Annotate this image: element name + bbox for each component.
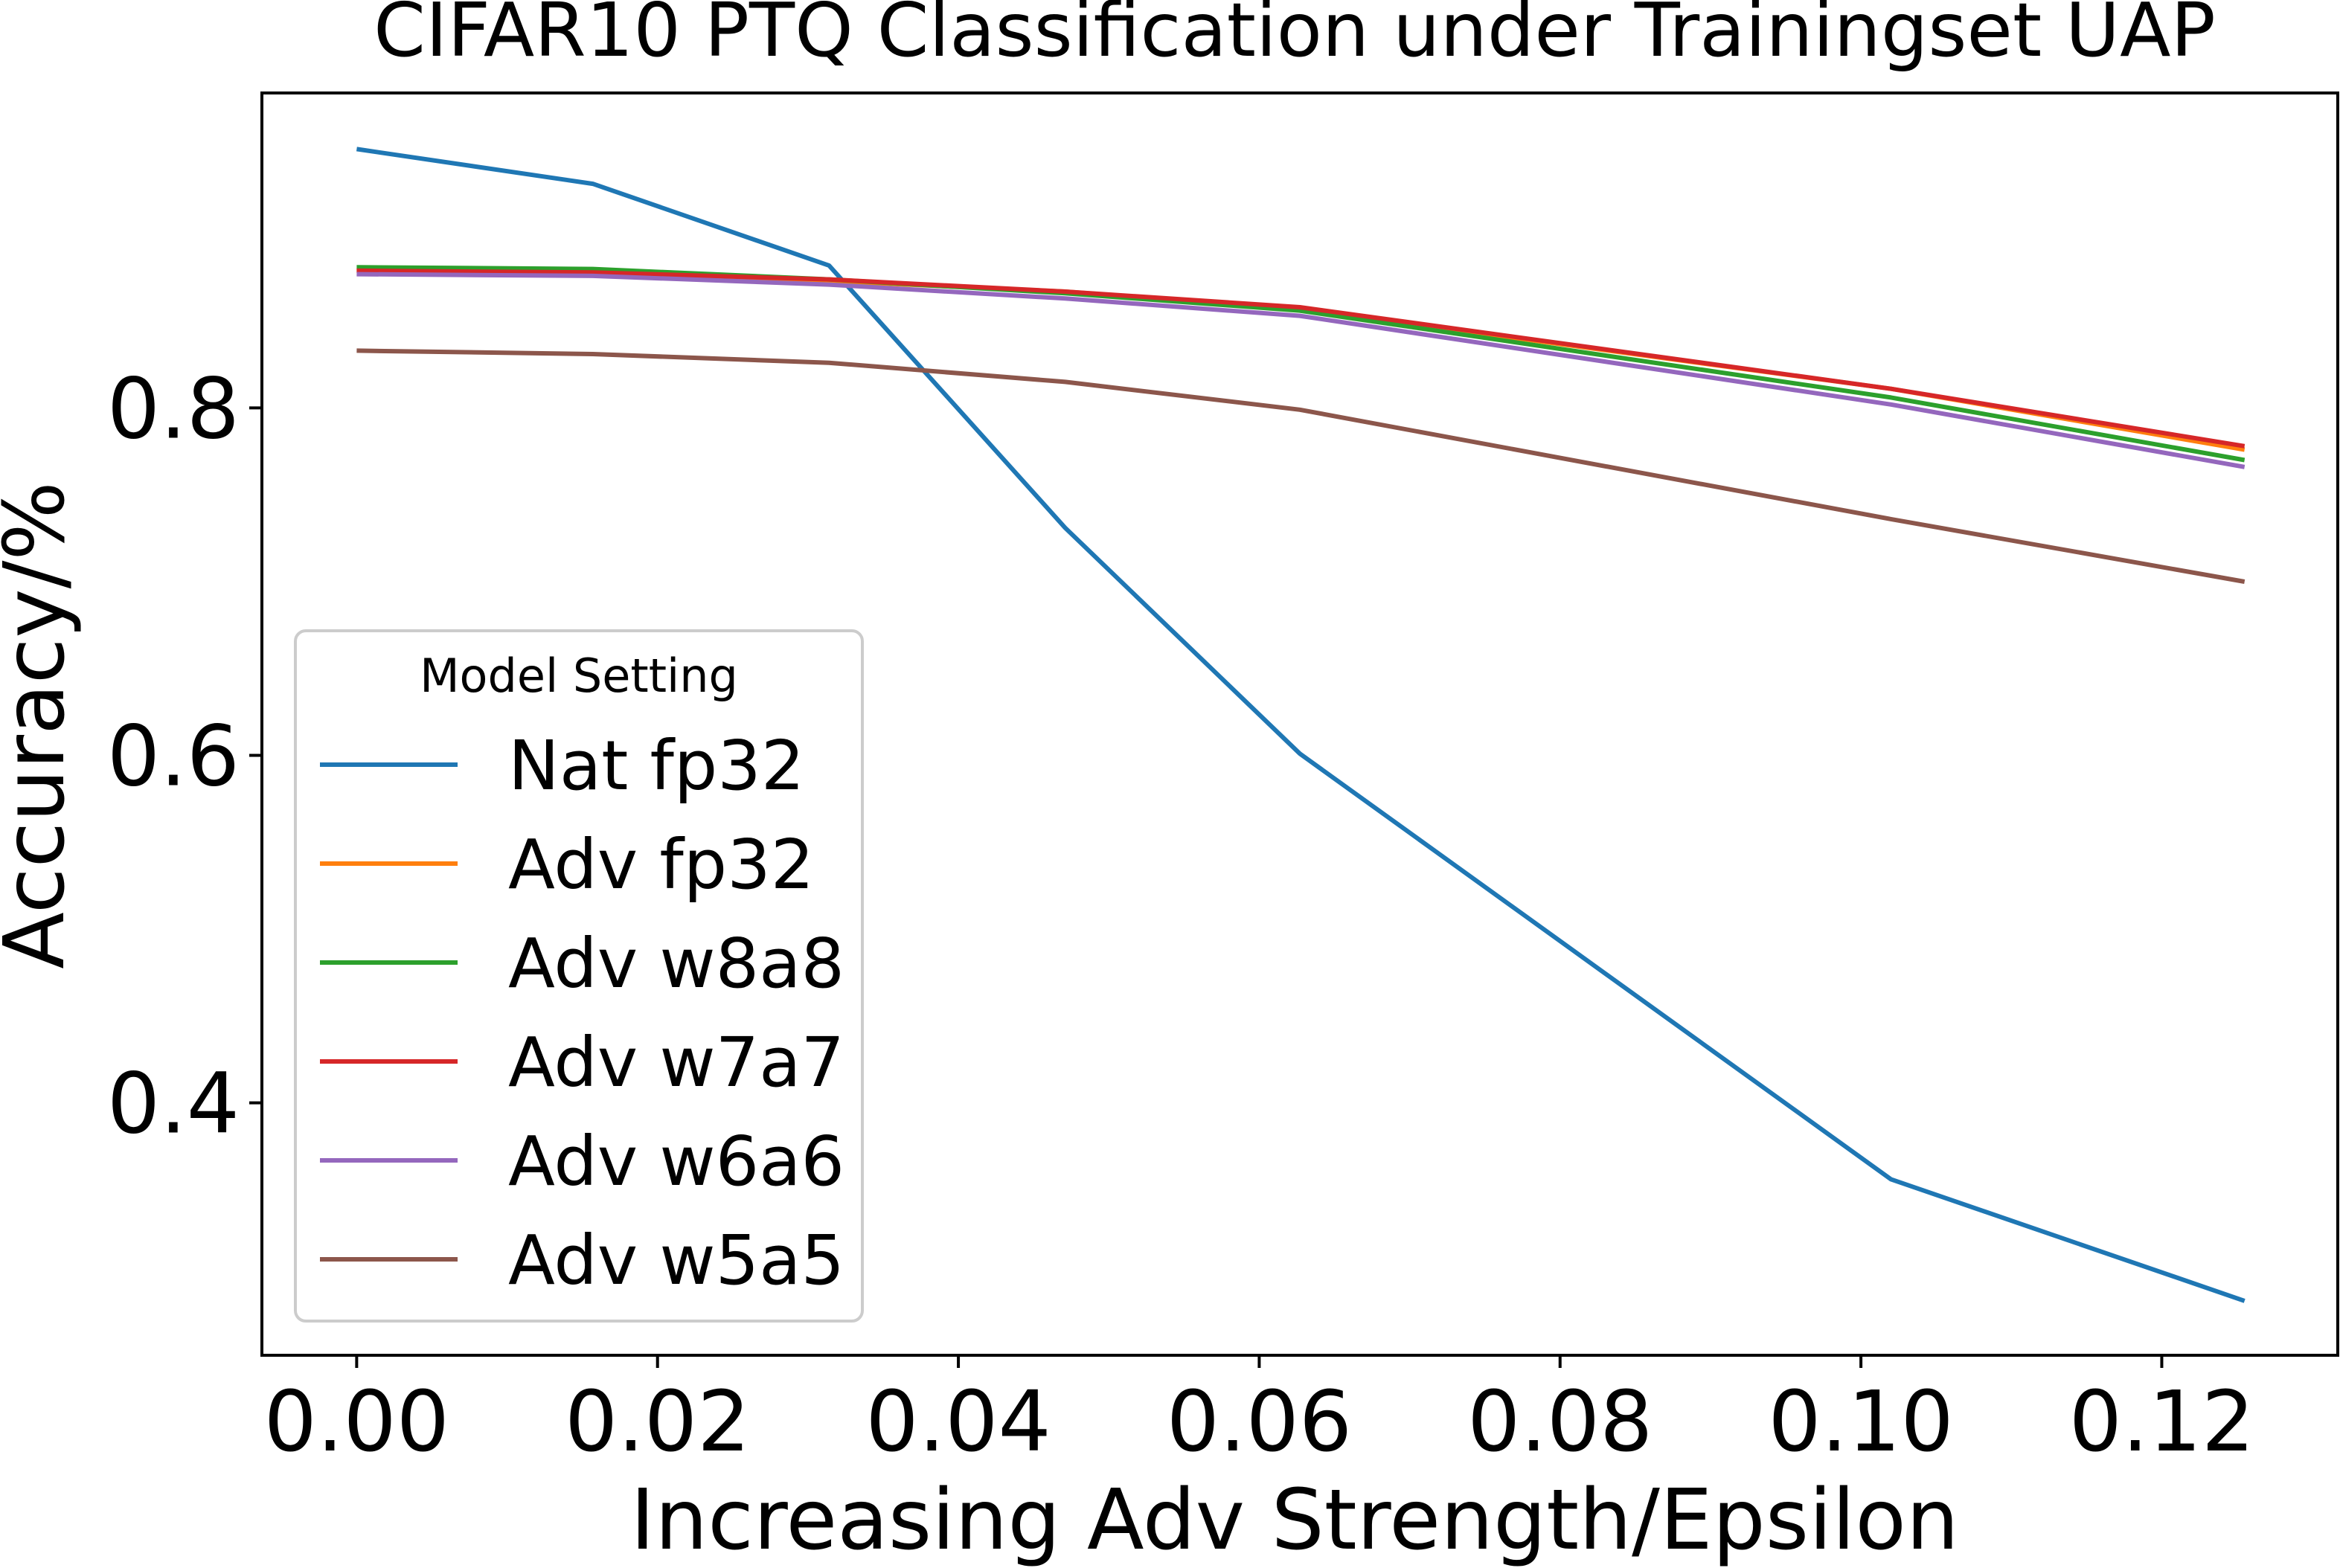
legend-label-nat-fp32: Nat fp32 [508,726,804,806]
y-axis-label: Accuracy/% [0,481,83,968]
x-axis-label: Increasing Adv Strength/Epsilon [630,1472,1959,1568]
x-tick-label: 0.00 [264,1374,449,1471]
series-line-adv-w7a7 [356,268,2246,449]
legend-label-adv-w8a8: Adv w8a8 [508,924,844,1003]
series-lines [356,147,2246,1303]
x-tick-label: 0.04 [865,1374,1051,1471]
x-axis-ticks: 0.00 0.02 0.04 0.06 0.08 0.10 0.12 [264,1355,2254,1471]
y-tick-label: 0.4 [107,1056,240,1153]
x-tick-label: 0.10 [1768,1374,1953,1471]
legend-label-adv-w5a5: Adv w5a5 [508,1221,844,1300]
plot-area-frame [260,91,2339,1357]
legend-box [294,629,864,1323]
series-line-nat-fp32 [356,147,2246,1303]
y-tick-label: 0.6 [107,709,240,806]
legend-label-adv-w7a7: Adv w7a7 [508,1023,844,1102]
y-axis-ticks: 0.4 0.6 0.8 [107,361,262,1153]
x-tick-label: 0.02 [565,1374,750,1471]
legend: Model Setting Nat fp32 Adv fp32 Adv w8a8 Ad… [294,629,864,1323]
legend-title: Model Setting [420,649,738,703]
x-tick-label: 0.12 [2069,1374,2254,1471]
legend-items: Nat fp32 Adv fp32 Adv w8a8 Adv w7a7 Adv w6a6… [320,726,844,1300]
x-tick-label: 0.08 [1467,1374,1653,1471]
chart-title: CIFAR10 PTQ Classification under Trainin… [374,0,2216,74]
legend-label-adv-fp32: Adv fp32 [508,825,814,905]
x-tick-label: 0.06 [1167,1374,1352,1471]
y-tick-label: 0.8 [107,361,240,457]
legend-label-adv-w6a6: Adv w6a6 [508,1122,844,1201]
series-line-adv-w6a6 [356,271,2246,469]
series-line-adv-w5a5 [356,348,2246,584]
